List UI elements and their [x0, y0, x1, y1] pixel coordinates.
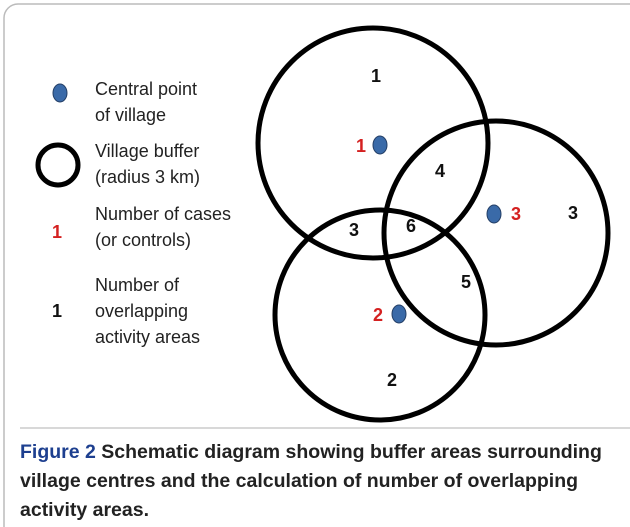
legend-text: activity areas — [95, 327, 200, 347]
village-dot — [486, 204, 502, 224]
village-label: 1 — [356, 136, 366, 156]
buffer-circle — [381, 118, 611, 348]
legend-dot — [52, 83, 68, 103]
region-count: 5 — [461, 272, 471, 292]
frame — [3, 3, 630, 527]
region-count: 3 — [349, 220, 359, 240]
region-count: 1 — [371, 66, 381, 86]
region-count: 3 — [568, 203, 578, 223]
legend-text: Village buffer — [95, 141, 199, 161]
legend-symbol: 1 — [52, 222, 62, 242]
legend-text: Number of cases — [95, 204, 231, 224]
region-count: 6 — [406, 216, 416, 236]
village-label: 2 — [373, 305, 383, 325]
buffer-circle — [255, 25, 491, 261]
caption: Figure 2 Schematic diagram showing buffe… — [20, 438, 620, 525]
village-label: 3 — [511, 204, 521, 224]
legend-text: Number of — [95, 275, 180, 295]
village-dot — [391, 304, 407, 324]
legend-text: (radius 3 km) — [95, 167, 200, 187]
legend-text: overlapping — [95, 301, 188, 321]
village-dot — [372, 135, 388, 155]
buffer-circle — [272, 207, 488, 423]
legend-text: Central point — [95, 79, 197, 99]
legend-symbol: 1 — [52, 301, 62, 321]
caption-text: Schematic diagram showing buffer areas s… — [20, 441, 602, 521]
legend-text: (or controls) — [95, 230, 191, 250]
region-count: 4 — [435, 161, 445, 181]
region-count: 2 — [387, 370, 397, 390]
legend-text: of village — [95, 105, 166, 125]
caption-label: Figure 2 — [20, 441, 96, 463]
legend-ring — [35, 142, 81, 188]
